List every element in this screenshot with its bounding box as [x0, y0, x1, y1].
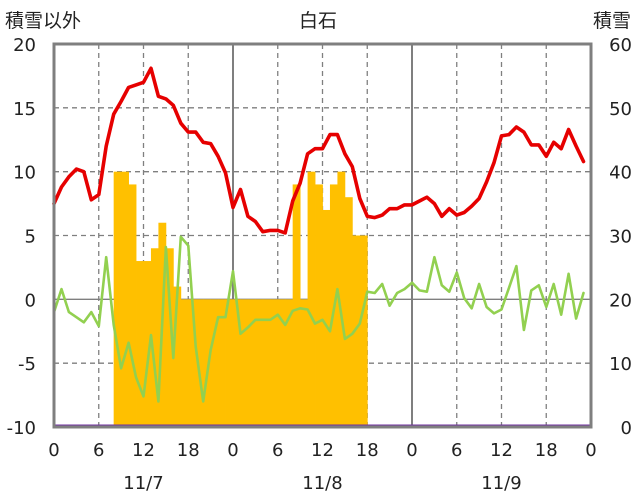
x-tick-label: 6: [451, 440, 462, 461]
x-tick-label: 12: [311, 440, 334, 461]
left-y-tick-label: -5: [18, 354, 36, 375]
x-tick-label: 6: [93, 440, 104, 461]
x-tick-label: 0: [406, 440, 417, 461]
snow-bar: [150, 248, 159, 427]
left-y-tick-label: 15: [13, 99, 36, 120]
snow-bar: [300, 299, 308, 427]
snow-bar: [165, 248, 174, 427]
snow-bar: [195, 299, 204, 427]
x-tick-label: 18: [177, 440, 200, 461]
snow-bar: [210, 299, 219, 427]
snow-bar: [307, 171, 316, 427]
snow-bar: [262, 299, 271, 427]
snow-bar: [277, 299, 286, 427]
snow-bar: [337, 171, 346, 427]
snow-bar: [233, 299, 241, 427]
snow-bar: [292, 184, 301, 427]
snow-bar: [247, 299, 256, 427]
plot-frame: [52, 42, 593, 429]
snow-bar: [315, 184, 323, 427]
snow-depth-bars: [113, 171, 368, 427]
x-tick-label: 6: [272, 440, 283, 461]
right-y-tick-label: 20: [609, 290, 632, 311]
right-y-tick-label: 60: [609, 35, 632, 56]
snow-bar: [128, 184, 137, 427]
snow-bar: [270, 299, 279, 427]
right-y-tick-label: 50: [609, 99, 632, 120]
left-y-tick-label: 5: [25, 227, 36, 248]
x-tick-label: 0: [585, 440, 596, 461]
snow-bar: [180, 299, 189, 427]
snow-bar: [359, 235, 368, 427]
snow-bar: [188, 299, 197, 427]
x-tick-label: 0: [227, 440, 238, 461]
left-y-tick-label: -10: [7, 418, 36, 439]
snow-bar: [344, 197, 353, 427]
snow-bar: [240, 299, 249, 427]
x-tick-label: 12: [132, 440, 155, 461]
snow-bar: [113, 171, 122, 427]
date-label: 11/8: [302, 473, 342, 494]
snow-bar: [285, 299, 294, 427]
right-y-tick-label: 40: [609, 163, 632, 184]
snow-bar: [225, 299, 234, 427]
snow-bar: [255, 299, 264, 427]
temperature-line: [52, 66, 586, 235]
right-axis-title: 積雪: [593, 10, 631, 32]
x-tick-label: 0: [48, 440, 59, 461]
dewpoint-line: [52, 235, 585, 403]
snow-bar: [352, 235, 361, 427]
chart-title: 白石: [299, 10, 337, 32]
grid-lines: [54, 44, 591, 427]
left-y-tick-label: 10: [13, 163, 36, 184]
right-y-tick-label: 0: [621, 418, 632, 439]
snow-bar: [143, 261, 152, 427]
snow-bar: [136, 261, 144, 427]
snow-bar: [322, 209, 331, 427]
left-y-tick-label: 0: [25, 290, 36, 311]
date-label: 11/9: [481, 473, 521, 494]
x-tick-label: 18: [535, 440, 558, 461]
x-tick-label: 18: [356, 440, 379, 461]
snow-bar: [203, 299, 212, 427]
snow-bar: [121, 171, 129, 427]
right-y-tick-label: 10: [609, 354, 632, 375]
snow-bar: [218, 299, 226, 427]
left-axis-title: 積雪以外: [5, 10, 81, 32]
right-y-tick-label: 30: [609, 227, 632, 248]
snow-bar: [173, 286, 182, 427]
x-tick-label: 12: [490, 440, 513, 461]
date-label: 11/7: [123, 473, 163, 494]
left-y-tick-label: 20: [13, 35, 36, 56]
